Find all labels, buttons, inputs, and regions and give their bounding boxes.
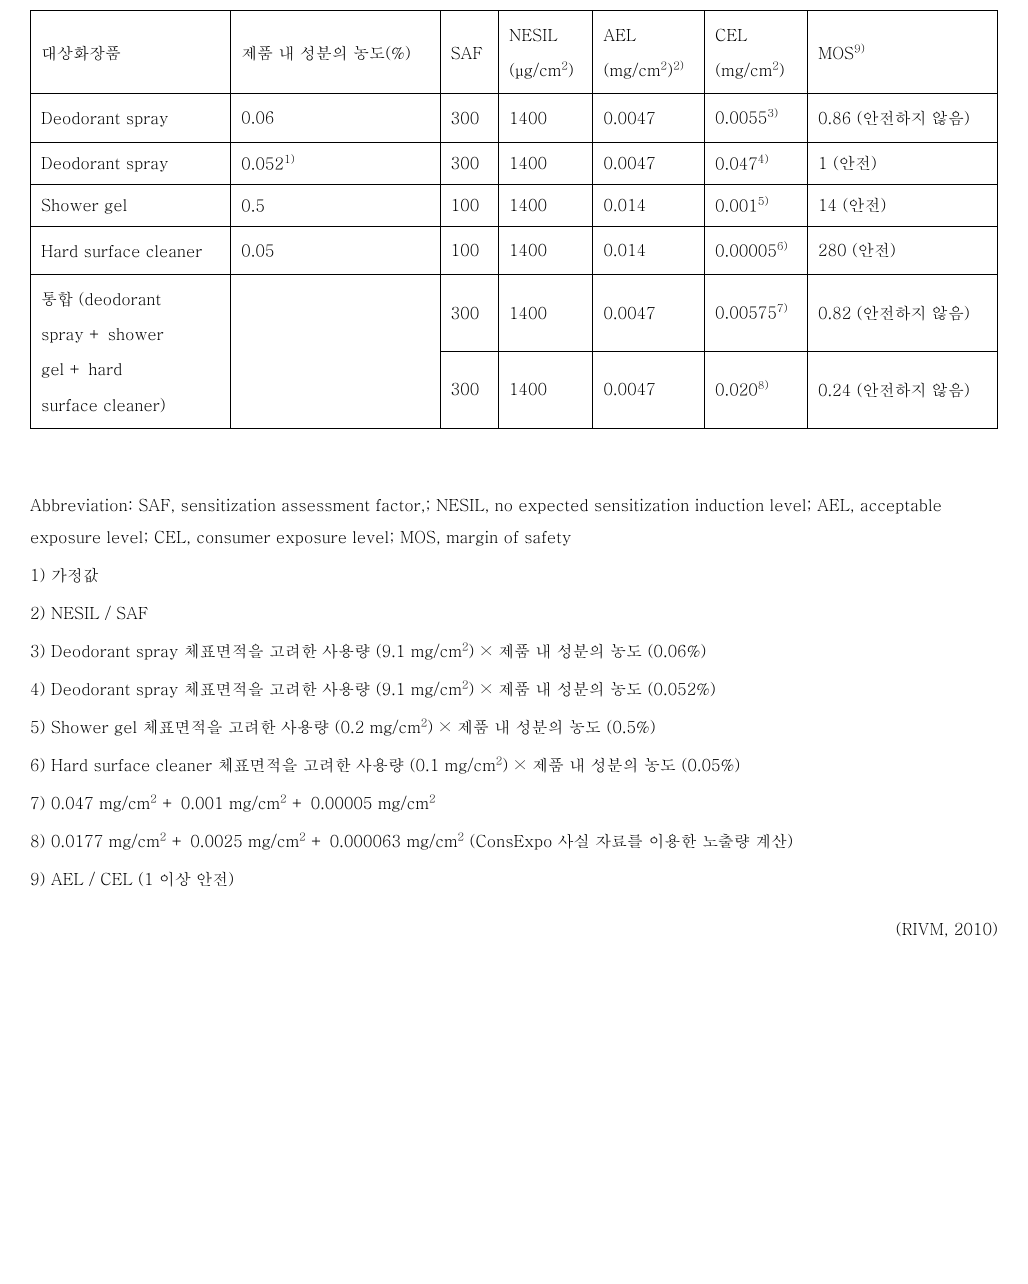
cell-product: Deodorant spray [31,94,231,142]
header-ael: AEL (mg/cm2)2) [593,11,705,94]
cell-cel: 0.005757) [705,275,808,352]
header-cel: CEL (mg/cm2) [705,11,808,94]
table-row: Shower gel 0.5 100 1400 0.014 0.0015) 14… [31,184,998,226]
cell-product: Hard surface cleaner [31,226,231,274]
header-mos: MOS9) [807,11,997,94]
cell-concentration: 0.05 [231,226,440,274]
cell-mos: 0.86 (안전하지 않음) [807,94,997,142]
cell-product-combined: 통합 (deodorant spray + shower gel + hard … [31,275,231,429]
cell-ael: 0.0047 [593,94,705,142]
cell-concentration: 0.5 [231,184,440,226]
cell-ael: 0.014 [593,184,705,226]
cell-nesil: 1400 [498,94,592,142]
citation-text: (RIVM, 2010) [30,915,998,944]
header-saf: SAF [440,11,498,94]
table-row: Deodorant spray 0.0521) 300 1400 0.0047 … [31,142,998,184]
notes-section: Abbreviation: SAF, sensitization assessm… [30,489,998,895]
cell-saf: 300 [440,351,498,428]
cell-ael: 0.014 [593,226,705,274]
cell-cel: 0.0474) [705,142,808,184]
cell-nesil: 1400 [498,275,592,352]
note-7: 7) 0.047 mg/cm2 + 0.001 mg/cm2 + 0.00005… [30,787,998,819]
cell-ael: 0.0047 [593,142,705,184]
header-nesil: NESIL (μg/cm2) [498,11,592,94]
cell-concentration [231,275,440,429]
cell-cel: 0.00553) [705,94,808,142]
note-2: 2) NESIL / SAF [30,597,998,629]
cell-mos: 0.24 (안전하지 않음) [807,351,997,428]
cell-ael: 0.0047 [593,351,705,428]
cell-product: Shower gel [31,184,231,226]
cell-concentration: 0.06 [231,94,440,142]
table-row-combined-1: 통합 (deodorant spray + shower gel + hard … [31,275,998,352]
cell-nesil: 1400 [498,226,592,274]
cell-concentration: 0.0521) [231,142,440,184]
cell-saf: 100 [440,184,498,226]
note-5: 5) Shower gel 체표면적을 고려한 사용량 (0.2 mg/cm2)… [30,711,998,743]
sensitization-table: 대상화장품 제품 내 성분의 농도(%) SAF NESIL (μg/cm2) … [30,10,998,429]
abbreviation-text: Abbreviation: SAF, sensitization assessm… [30,489,998,553]
cell-nesil: 1400 [498,351,592,428]
cell-nesil: 1400 [498,142,592,184]
note-6: 6) Hard surface cleaner 체표면적을 고려한 사용량 (0… [30,749,998,781]
cell-mos: 14 (안전) [807,184,997,226]
cell-saf: 100 [440,226,498,274]
cell-mos: 280 (안전) [807,226,997,274]
cell-saf: 300 [440,94,498,142]
cell-nesil: 1400 [498,184,592,226]
header-concentration: 제품 내 성분의 농도(%) [231,11,440,94]
note-8: 8) 0.0177 mg/cm2 + 0.0025 mg/cm2 + 0.000… [30,825,998,857]
cell-cel: 0.0208) [705,351,808,428]
note-3: 3) Deodorant spray 체표면적을 고려한 사용량 (9.1 mg… [30,635,998,667]
cell-mos: 0.82 (안전하지 않음) [807,275,997,352]
table-row: Hard surface cleaner 0.05 100 1400 0.014… [31,226,998,274]
cell-ael: 0.0047 [593,275,705,352]
cell-mos: 1 (안전) [807,142,997,184]
cell-saf: 300 [440,275,498,352]
table-row: Deodorant spray 0.06 300 1400 0.0047 0.0… [31,94,998,142]
header-product: 대상화장품 [31,11,231,94]
table-header-row: 대상화장품 제품 내 성분의 농도(%) SAF NESIL (μg/cm2) … [31,11,998,94]
note-1: 1) 가정값 [30,559,998,591]
cell-cel: 0.000056) [705,226,808,274]
note-4: 4) Deodorant spray 체표면적을 고려한 사용량 (9.1 mg… [30,673,998,705]
cell-cel: 0.0015) [705,184,808,226]
cell-product: Deodorant spray [31,142,231,184]
cell-saf: 300 [440,142,498,184]
note-9: 9) AEL / CEL (1 이상 안전) [30,863,998,895]
